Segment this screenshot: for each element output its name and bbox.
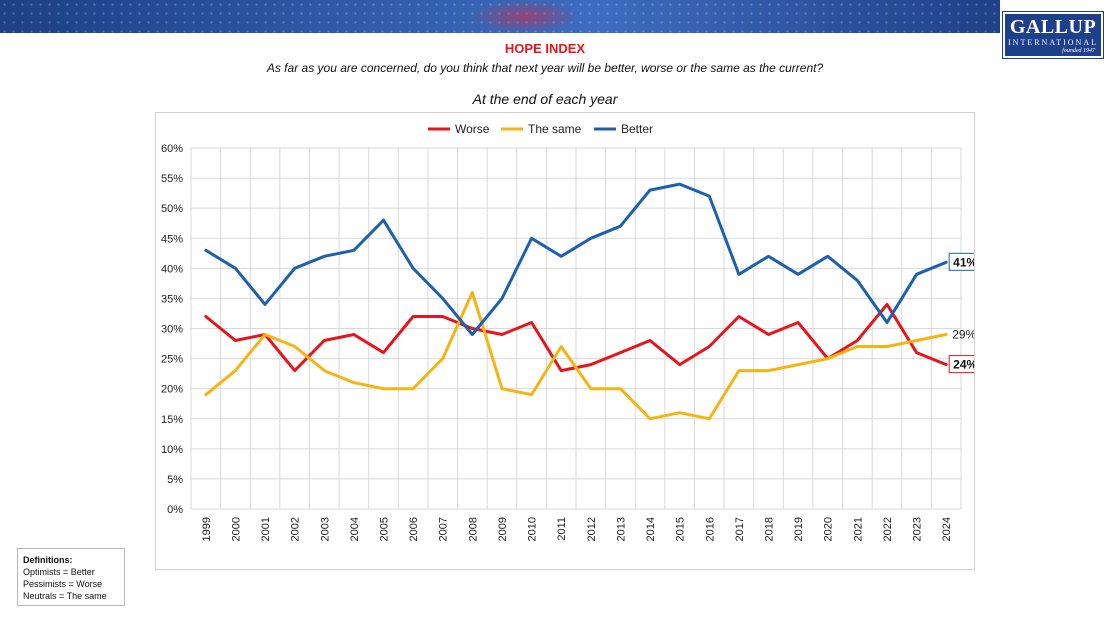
logo-founded: founded 1947 [1062, 48, 1095, 54]
line-chart: 0% 5% 10% 15% 20% 25% 30% 35% 40% 45% 50% 55% 60% 199… [161, 122, 974, 541]
x-tick-label: 2005 [379, 517, 391, 541]
y-tick-label: 5% [167, 474, 183, 486]
x-tick-label: 2007 [438, 517, 450, 541]
gallup-logo: GALLUP INTERNATIONAL founded 1947 [1002, 11, 1104, 59]
end-label: 29% [952, 328, 974, 342]
x-tick-label: 2009 [497, 517, 509, 541]
x-tick-label: 2020 [823, 517, 835, 541]
legend-label: The same [528, 122, 582, 136]
y-tick-label: 15% [161, 414, 183, 426]
x-tick-label: 2010 [527, 517, 539, 541]
logo-sub: INTERNATIONAL [1008, 38, 1098, 47]
y-tick-label: 20% [161, 384, 183, 396]
x-tick-label: 2018 [764, 517, 776, 541]
page-title: HOPE INDEX [504, 41, 586, 56]
y-tick-label: 0% [167, 504, 183, 516]
x-tick-label: 2002 [290, 517, 302, 541]
logo-name: GALLUP [1009, 16, 1097, 38]
x-tick-label: 2006 [408, 517, 420, 541]
definition-pessimists: Pessimists = Worse [23, 579, 103, 589]
chart-title: At the end of each year [472, 91, 618, 107]
x-tick-label: 2021 [852, 517, 864, 541]
legend-label: Worse [455, 122, 490, 136]
end-label-box [948, 355, 974, 374]
x-tick-label: 2022 [882, 517, 894, 541]
x-tick-label: 2004 [349, 517, 361, 541]
x-tick-label: 2011 [556, 517, 568, 541]
header-banner [0, 0, 1000, 33]
survey-question: As far as you are concerned, do you thin… [266, 61, 824, 75]
x-tick-label: 2003 [319, 517, 331, 541]
definitions-title: Definitions: [23, 555, 73, 565]
y-tick-label: 50% [161, 203, 183, 215]
x-tick-label: 2008 [467, 517, 479, 541]
series-line [204, 182, 948, 336]
y-tick-label: 40% [161, 263, 183, 275]
x-tick-label: 2013 [615, 517, 627, 541]
x-tick-label: 2015 [675, 517, 687, 541]
y-tick-label: 35% [161, 293, 183, 305]
x-tick-label: 2019 [793, 517, 805, 541]
x-tick-label: 2014 [645, 517, 657, 541]
definitions-box: Definitions: Optimists = Better Pessimis… [17, 548, 125, 606]
x-tick-label: 2016 [704, 517, 716, 541]
banner-accent [470, 0, 580, 33]
y-tick-label: 25% [161, 354, 183, 366]
legend-label: Better [621, 122, 653, 136]
chart-panel: 0% 5% 10% 15% 20% 25% 30% 35% 40% 45% 50% 55% 60% 199… [155, 112, 975, 570]
series-line [204, 290, 948, 421]
y-tick-label: 55% [161, 173, 183, 185]
definition-optimists: Optimists = Better [23, 567, 95, 577]
x-tick-label: 2000 [230, 517, 242, 541]
y-tick-label: 10% [161, 444, 183, 456]
definition-neutrals: Neutrals = The same [23, 591, 107, 601]
x-tick-label: 2017 [734, 517, 746, 541]
x-tick-label: 2012 [586, 517, 598, 541]
y-tick-label: 60% [161, 143, 183, 155]
end-label: 24% [953, 358, 974, 372]
y-tick-label: 30% [161, 324, 183, 336]
x-tick-label: 2024 [941, 517, 953, 541]
x-tick-label: 2001 [260, 517, 272, 541]
x-tick-label: 2023 [912, 517, 924, 541]
end-label-box [948, 252, 974, 271]
x-tick-label: 1999 [201, 517, 213, 541]
y-tick-label: 45% [161, 233, 183, 245]
end-label: 41% [953, 255, 974, 269]
